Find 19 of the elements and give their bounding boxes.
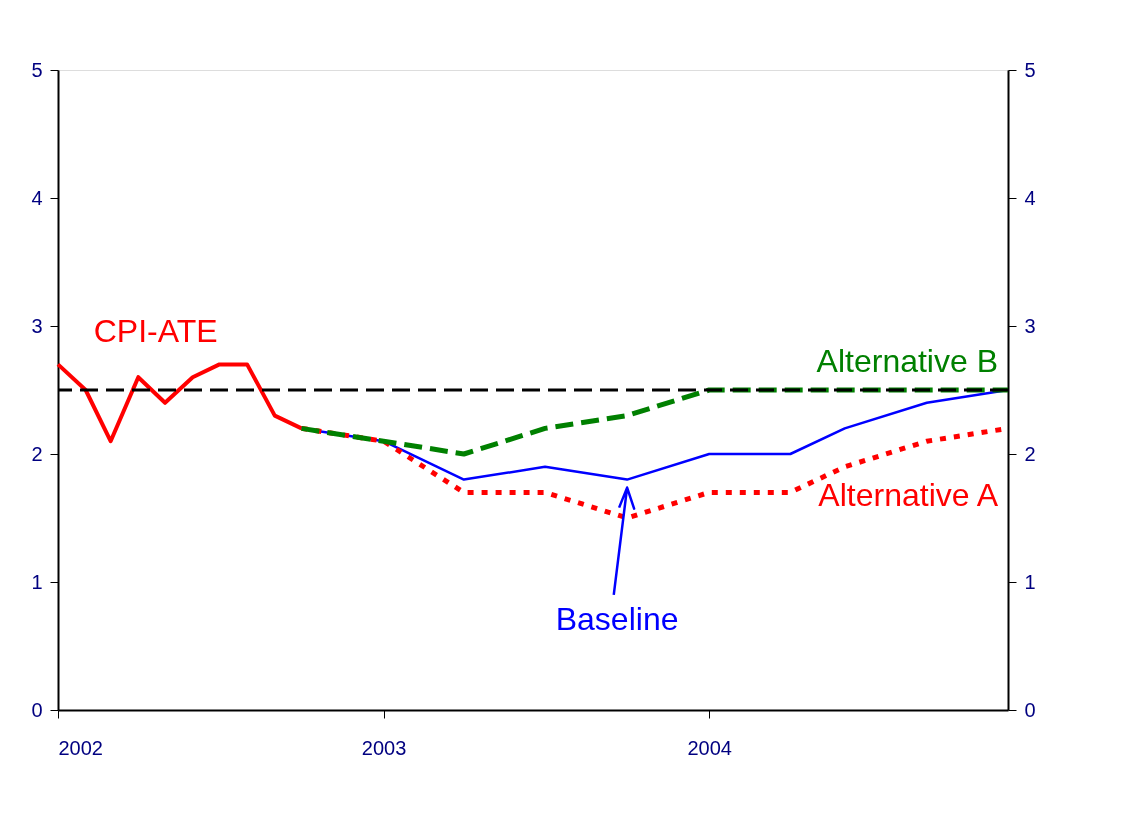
series-label: CPI-ATE bbox=[93, 313, 218, 349]
y2-tick-label: 5 bbox=[1024, 58, 1036, 81]
y-tick-label: 1 bbox=[31, 570, 43, 593]
series-label: Alternative B bbox=[816, 343, 998, 379]
y-tick-label: 5 bbox=[31, 58, 43, 81]
x-tick-label: 2004 bbox=[687, 736, 732, 759]
x-tick-label: 2003 bbox=[361, 736, 407, 759]
y-tick-label: 3 bbox=[31, 314, 43, 337]
y2-tick-label: 0 bbox=[1024, 698, 1036, 721]
y2-tick-label: 2 bbox=[1024, 442, 1036, 465]
y-tick-label: 2 bbox=[31, 442, 43, 465]
y-tick-label: 0 bbox=[31, 698, 43, 721]
text: Baseline bbox=[555, 600, 679, 637]
y-tick-label: 4 bbox=[31, 186, 43, 209]
y2-tick-label: 1 bbox=[1024, 570, 1036, 593]
x-tick-label: 2002 bbox=[58, 736, 103, 759]
series-label: Alternative A bbox=[818, 477, 999, 514]
y2-tick-label: 3 bbox=[1024, 314, 1036, 337]
y2-tick-label: 4 bbox=[1024, 186, 1036, 209]
